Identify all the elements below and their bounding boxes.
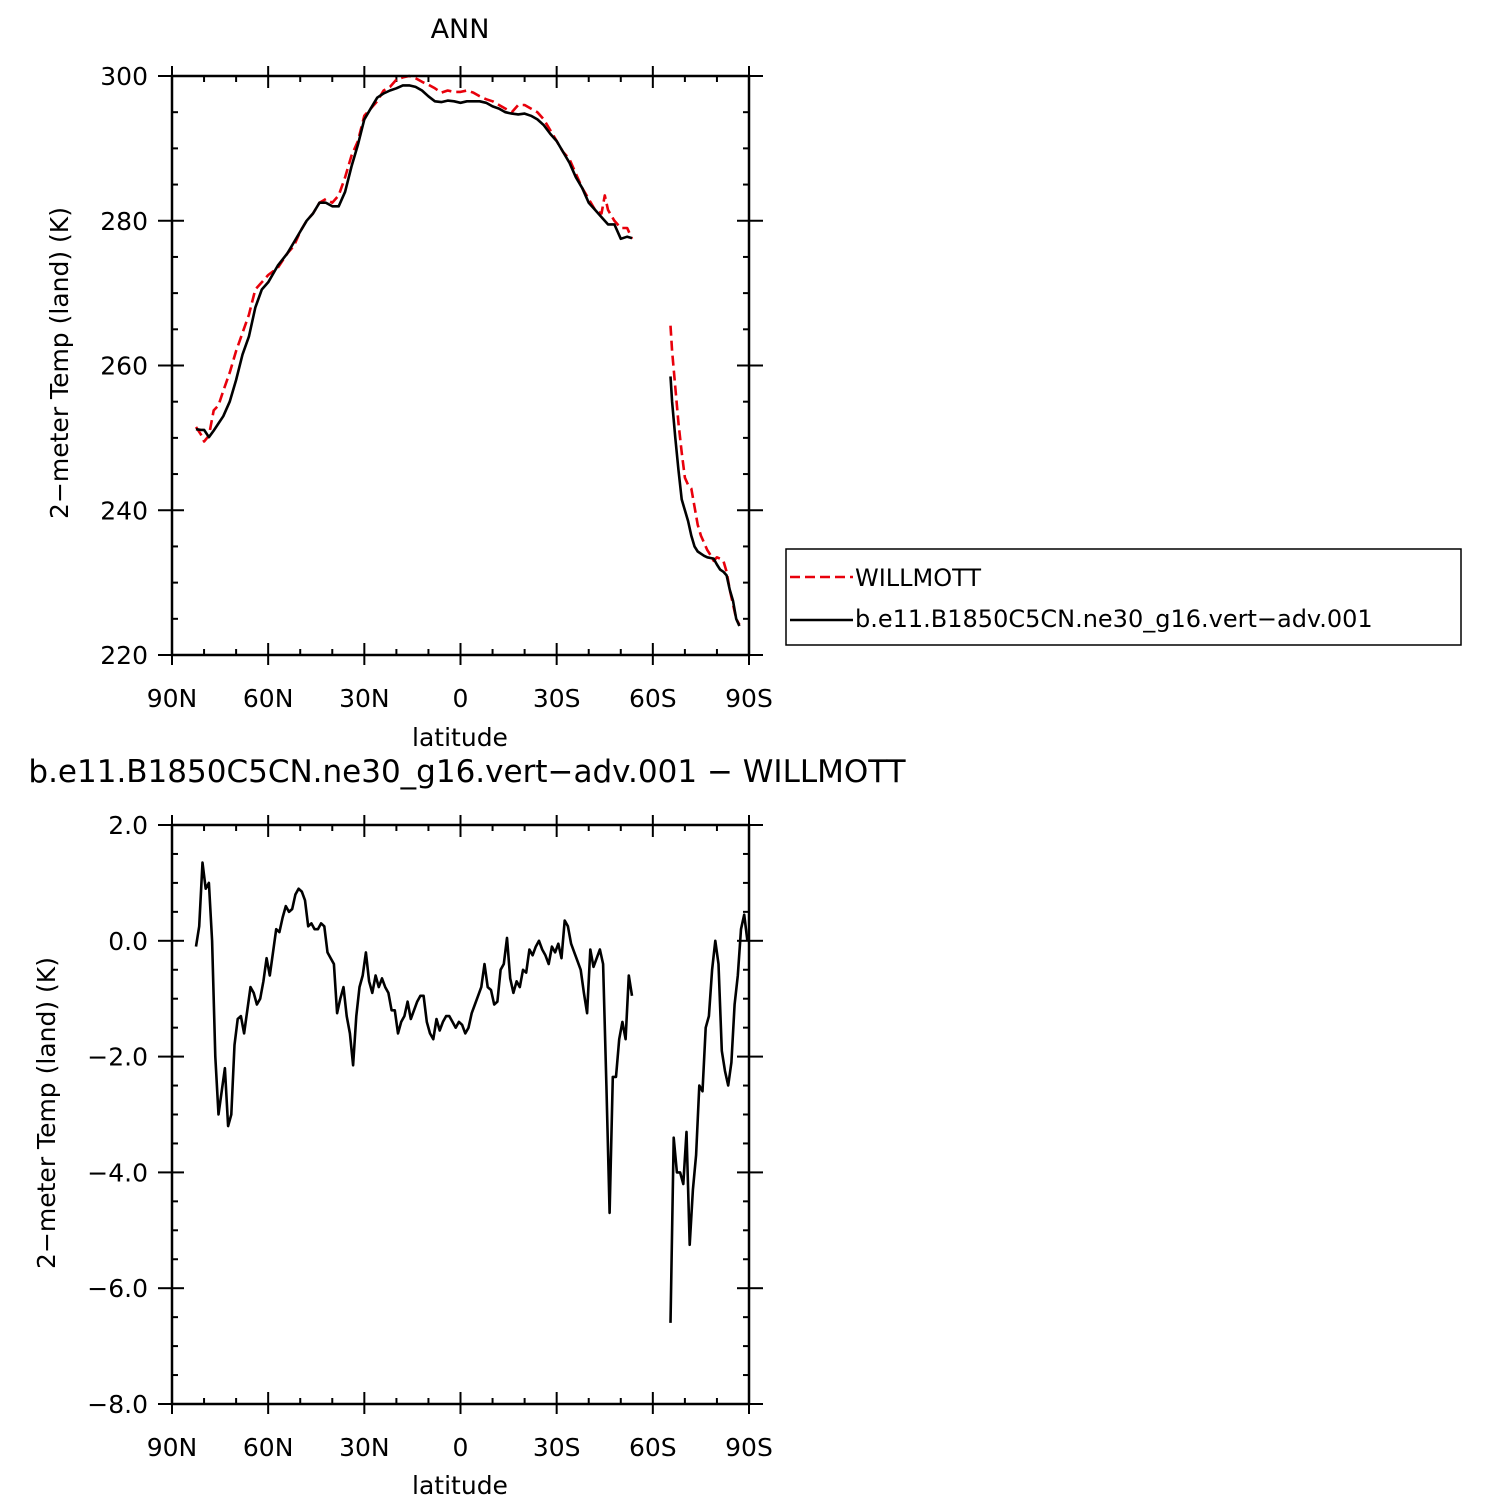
bottom-x-tick-label: 60N (243, 1433, 294, 1462)
top-x-tick-label: 60N (243, 684, 294, 713)
bottom-x-tick-label: 30N (339, 1433, 390, 1462)
legend: WILLMOTT b.e11.B1850C5CN.ne30_g16.vert−a… (785, 548, 1462, 646)
top-y-tick-label: 220 (100, 641, 148, 670)
bottom-series-line-model (669, 913, 749, 1323)
bottom-x-axis-label: latitude (412, 1471, 508, 1500)
bottom-y-tick-label: −2.0 (87, 1043, 148, 1072)
top-x-tick-label: 90N (147, 684, 198, 713)
top-y-axis-label: 2−meter Temp (land) (K) (45, 207, 74, 519)
bottom-ticks (158, 815, 763, 1414)
top-y-tick-label: 280 (100, 207, 148, 236)
bottom-y-tick-label: −4.0 (87, 1158, 148, 1187)
top-x-tick-label: 30N (339, 684, 390, 713)
bottom-y-axis-label: 2−meter Temp (land) (K) (32, 957, 61, 1269)
bottom-plot-lines (194, 861, 749, 1323)
top-x-tick-label: 90S (725, 684, 773, 713)
top-y-tick-label: 240 (100, 496, 148, 525)
bottom-series-line-model (194, 861, 634, 1215)
legend-box (785, 548, 1462, 646)
top-series-line-willmott (194, 74, 634, 443)
top-panel: ANN 2−meter Temp (land) (K) latitude 90N… (45, 14, 773, 752)
bottom-y-tick-label: −8.0 (87, 1390, 148, 1419)
bottom-panel: b.e11.B1850C5CN.ne30_g16.vert−adv.001 − … (28, 754, 906, 1500)
bottom-y-tick-label: 2.0 (108, 811, 148, 840)
bottom-chart-title: b.e11.B1850C5CN.ne30_g16.vert−adv.001 − … (28, 754, 906, 790)
top-series-line-willmott (669, 325, 741, 626)
bottom-x-tick-label: 60S (629, 1433, 677, 1462)
bottom-y-tick-label: 0.0 (108, 927, 148, 956)
legend-label-willmott: WILLMOTT (855, 564, 981, 592)
top-y-tick-label: 260 (100, 352, 148, 381)
top-tick-labels: 90N 60N 30N 0 30S 60S 90S 220 240 260 280 300 (100, 62, 773, 713)
bottom-x-tick-label: 90S (725, 1433, 773, 1462)
top-series-line-model (195, 84, 633, 439)
top-x-tick-label: 30S (533, 684, 581, 713)
bottom-plot-frame (170, 823, 751, 1406)
top-chart-title: ANN (431, 14, 490, 45)
top-x-axis-label: latitude (412, 723, 508, 752)
top-y-tick-label: 300 (100, 62, 148, 91)
top-x-tick-label: 60S (629, 684, 677, 713)
bottom-tick-labels: 90N 60N 30N 0 30S 60S 90S −8.0 −6.0 −4.0 −2.0 0.0 2.… (87, 811, 773, 1462)
top-x-tick-label: 0 (453, 684, 469, 713)
legend-label-model: b.e11.B1850C5CN.ne30_g16.vert−adv.001 (855, 605, 1373, 633)
bottom-x-tick-label: 90N (147, 1433, 198, 1462)
top-plot-lines (194, 74, 741, 627)
top-series-line-model (669, 376, 741, 627)
bottom-y-tick-label: −6.0 (87, 1274, 148, 1303)
bottom-x-tick-label: 0 (453, 1433, 469, 1462)
bottom-x-tick-label: 30S (533, 1433, 581, 1462)
top-plot-frame (170, 74, 751, 657)
